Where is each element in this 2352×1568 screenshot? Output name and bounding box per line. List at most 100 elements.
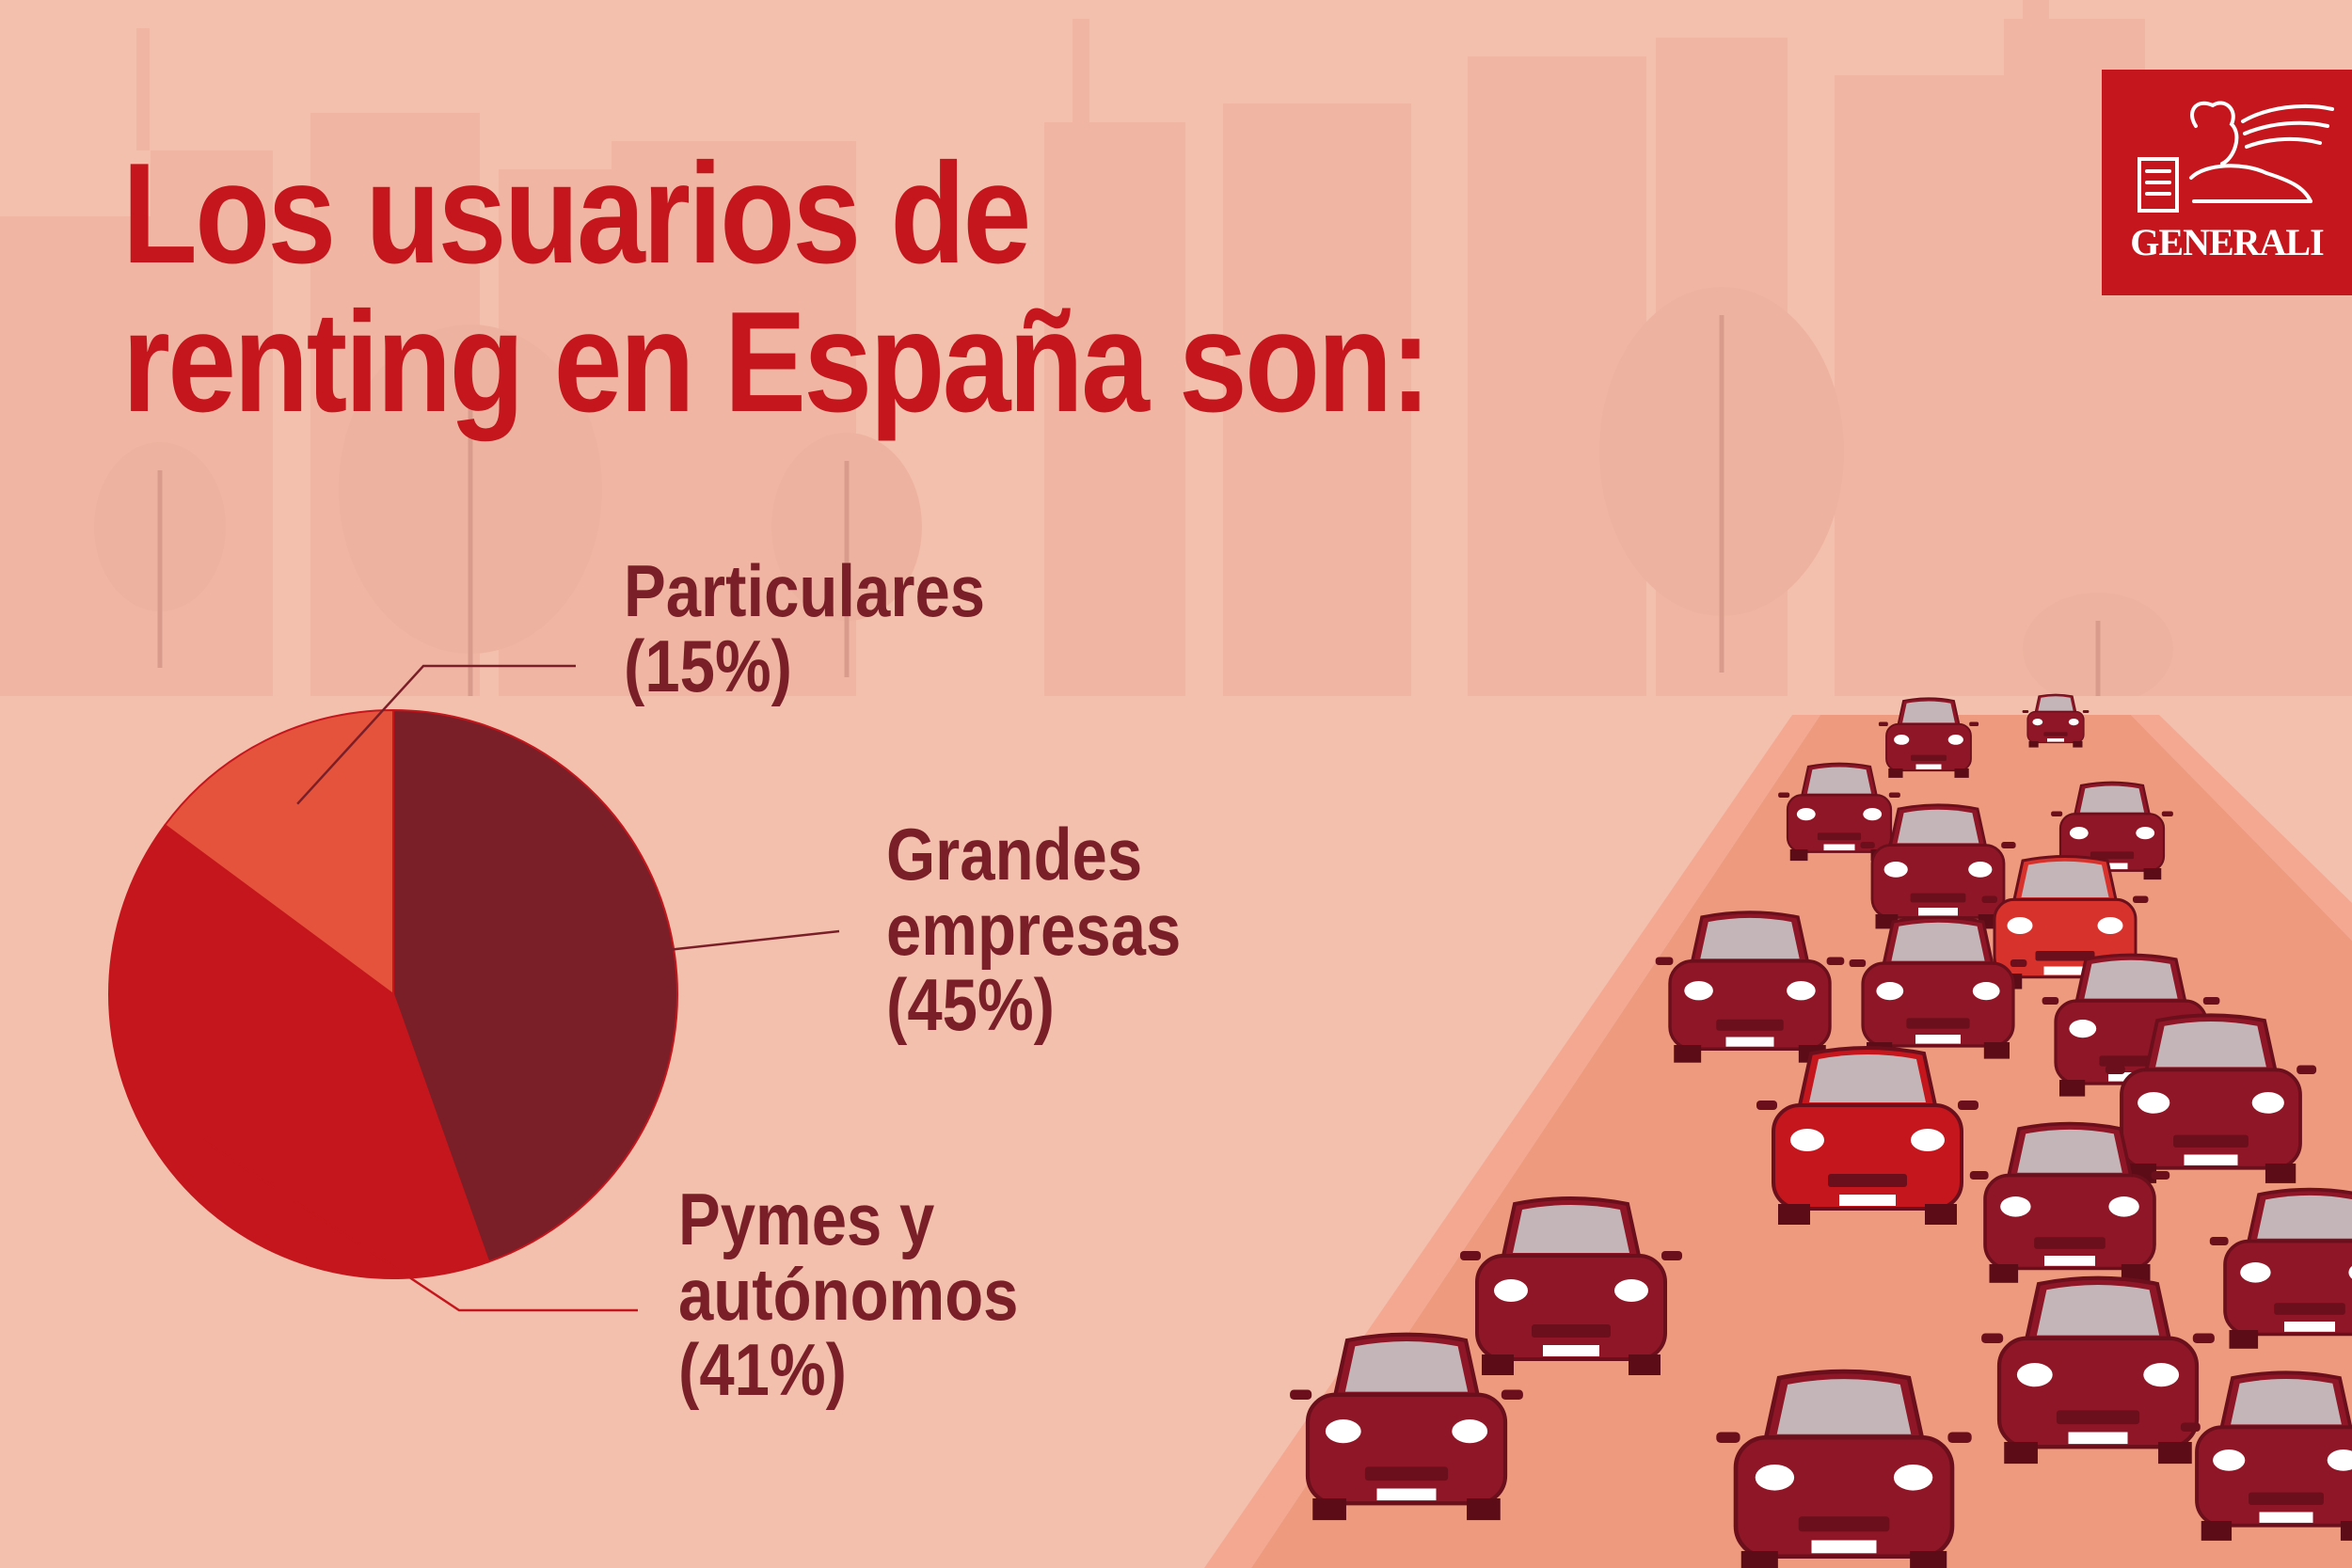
car-plate	[1543, 1345, 1599, 1356]
car-wheel	[2265, 1164, 2296, 1183]
car-mirror	[1460, 1251, 1481, 1260]
car-body	[2026, 710, 2085, 744]
car-plate	[1725, 1037, 1774, 1047]
car-grille	[1532, 1324, 1611, 1338]
car-headlight	[1494, 1279, 1528, 1302]
car-windshield	[2021, 861, 2109, 897]
car-headlight	[1968, 862, 1993, 878]
car-grille	[1910, 893, 1966, 903]
car-headlight	[2069, 1020, 2097, 1038]
car-plate	[2068, 1432, 2128, 1445]
car-windshield	[1513, 1205, 1629, 1253]
car-wheel	[1629, 1354, 1661, 1375]
car-headlight	[2032, 719, 2043, 726]
car-mirror	[2161, 811, 2173, 816]
car-body	[1870, 844, 2006, 919]
skyline-building	[1835, 75, 2004, 696]
car-wheel	[2143, 868, 2162, 880]
car-mirror	[1969, 721, 1979, 726]
car-grille	[1798, 1516, 1890, 1532]
car-headlight	[1876, 982, 1904, 1001]
car-headlight	[2251, 1092, 2284, 1114]
car-headlight	[1911, 1129, 1945, 1151]
car-body	[2120, 1068, 2302, 1170]
car-windshield	[1700, 917, 1800, 959]
car-headlight	[2327, 1449, 2352, 1471]
car-headlight	[2108, 1196, 2139, 1217]
car-wheel	[2340, 1521, 2352, 1541]
car-body	[1305, 1392, 1508, 1506]
car-plate	[2184, 1154, 2238, 1165]
tree	[339, 325, 602, 710]
car-headlight	[1452, 1419, 1488, 1444]
car-body	[2223, 1239, 2352, 1337]
car-body	[1983, 1173, 2156, 1271]
tree	[1599, 287, 1844, 673]
car-headlight	[2000, 1196, 2031, 1217]
car-mirror	[1947, 1432, 1972, 1443]
car-wheel	[1989, 1264, 2019, 1283]
car-wheel	[2004, 1442, 2038, 1465]
slice-label-grandes-empresas: Grandes empresas (45%)	[886, 816, 1181, 1042]
car	[2180, 1370, 2352, 1541]
car-mirror	[2151, 1171, 2170, 1180]
car-wheel	[1740, 1551, 1778, 1568]
car-headlight	[2097, 917, 2123, 934]
car-grille	[2249, 1492, 2324, 1505]
car-wheel	[1888, 768, 1903, 778]
car-wheel	[1954, 768, 1969, 778]
slice-label-line: (41%)	[678, 1328, 847, 1411]
car-headlight	[2240, 1262, 2271, 1283]
car-headlight	[2137, 1092, 2170, 1114]
car-mirror	[1849, 959, 1867, 967]
car-mirror	[1290, 1389, 1312, 1400]
skyline-building	[1223, 103, 1411, 696]
car-grille	[2043, 732, 2068, 736]
car	[2105, 1013, 2317, 1183]
slice-label-line: Pymes y	[678, 1178, 935, 1260]
car-headlight	[2068, 719, 2079, 726]
car-mirror	[2192, 1333, 2215, 1343]
car-mirror	[1756, 1101, 1777, 1110]
car-windshield	[1897, 809, 1979, 844]
car-plate	[2044, 1256, 2095, 1266]
leader-line	[296, 664, 576, 805]
car-mirror	[2133, 895, 2149, 903]
car-body	[1475, 1254, 1667, 1361]
car-mirror	[1981, 895, 1997, 903]
pie-slice-grandes-empresas	[392, 708, 678, 1263]
car-grille	[2173, 1134, 2249, 1148]
car-wheel	[1482, 1354, 1514, 1375]
car-headlight	[2136, 827, 2155, 840]
car	[1981, 1275, 2215, 1465]
car-headlight	[1883, 862, 1908, 878]
car-windshield	[1891, 922, 1985, 961]
car-grille	[2090, 851, 2135, 860]
car-headlight	[2069, 827, 2089, 840]
pie-slice-pymes-y-aut-nomos	[108, 823, 490, 1279]
car-windshield	[2017, 1129, 2122, 1173]
car-mirror	[2209, 1237, 2229, 1245]
slice-label-line: autónomos	[678, 1253, 1019, 1336]
car-grille	[1906, 1018, 1970, 1029]
car-windshield	[1344, 1341, 1469, 1392]
pie-chart	[108, 708, 678, 1279]
car-windshield	[2155, 1021, 2266, 1068]
car-body	[2195, 1425, 2352, 1528]
car-windshield	[2257, 1195, 2352, 1239]
car-wheel	[1983, 1042, 2010, 1059]
car-windshield	[1809, 1054, 1926, 1102]
car-plate	[2096, 863, 2128, 870]
logo-text: GENERALI	[2130, 221, 2324, 263]
car-plate	[1839, 1195, 1896, 1206]
car-windshield	[2231, 1378, 2342, 1425]
slice-label-line: (45%)	[886, 963, 1055, 1046]
car-body	[1772, 1103, 1963, 1211]
car-plate	[1915, 764, 1942, 769]
car-mirror	[1661, 1251, 1682, 1260]
car-plate	[1811, 1540, 1877, 1554]
slice-label-particulares: Particulares (15%)	[624, 553, 985, 704]
car-mirror	[1716, 1432, 1740, 1443]
car-wheel	[1789, 849, 1808, 862]
